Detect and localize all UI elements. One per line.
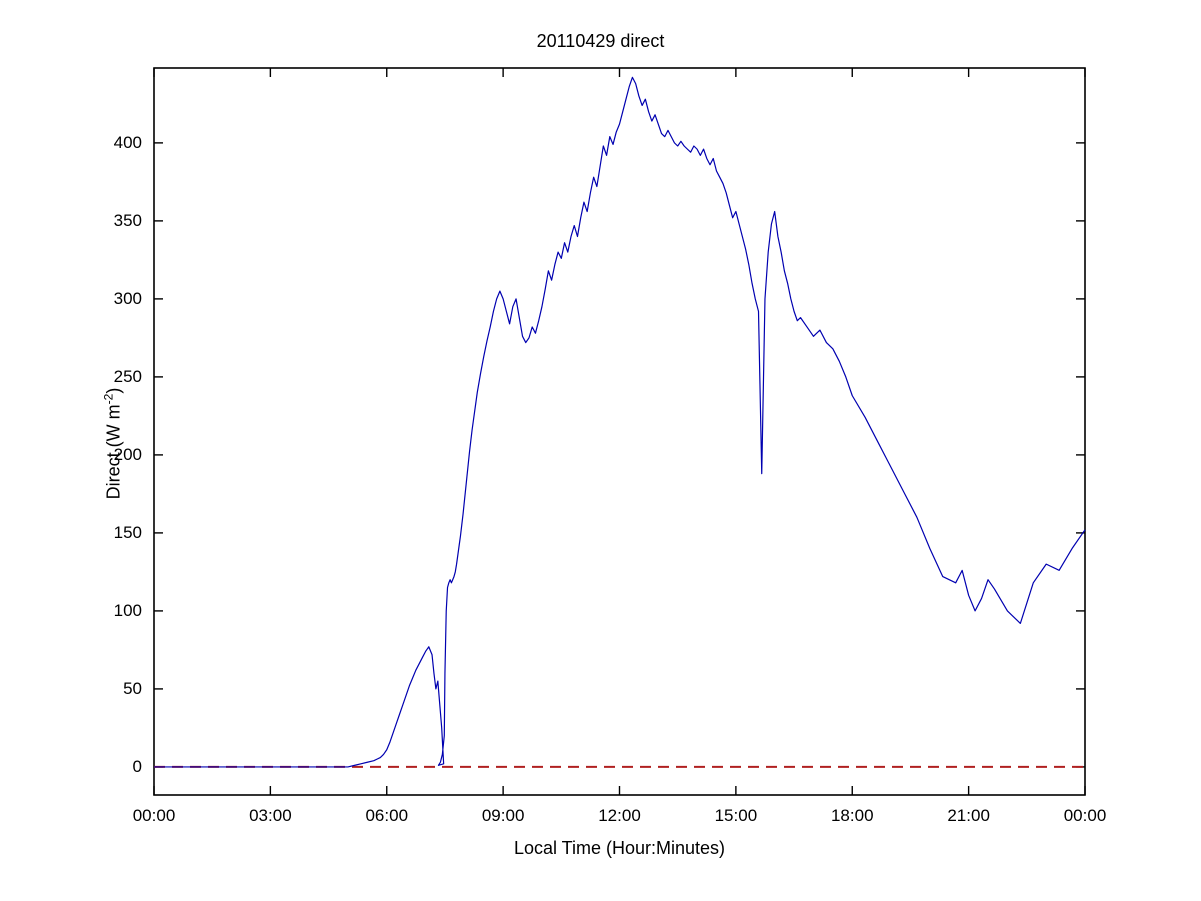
y-tick-label-3: 150 bbox=[113, 522, 142, 542]
x-tick-label-4: 12:00 bbox=[598, 806, 641, 825]
x-tick-label-3: 09:00 bbox=[481, 806, 525, 825]
x-tick-label-1: 03:00 bbox=[249, 806, 292, 825]
x-tick-label-0: 00:00 bbox=[132, 806, 176, 825]
y-axis-label-tail: ) bbox=[103, 387, 124, 394]
y-tick-label-4: 200 bbox=[113, 444, 142, 464]
y-tick-label-6: 300 bbox=[113, 288, 142, 308]
y-tick-label-2: 100 bbox=[113, 600, 142, 620]
y-axis-label-exponent: -2 bbox=[101, 393, 116, 405]
x-axis-label: Local Time (Hour:Minutes) bbox=[513, 838, 726, 858]
axes-box bbox=[153, 67, 1086, 796]
axis-ticks bbox=[153, 68, 1086, 795]
data-series-layer bbox=[154, 76, 1086, 768]
y-tick-label-0: 0 bbox=[132, 756, 142, 776]
x-tick-label-8: 00:00 bbox=[1063, 806, 1107, 825]
y-tick-label-8: 400 bbox=[113, 132, 142, 152]
x-tick-label-2: 06:00 bbox=[365, 806, 409, 825]
y-tick-label-7: 350 bbox=[113, 210, 142, 230]
y-tick-label-1: 50 bbox=[123, 678, 142, 698]
series-direct bbox=[154, 76, 1086, 768]
x-tick-label-6: 18:00 bbox=[830, 806, 874, 825]
axes-border bbox=[153, 67, 1086, 796]
x-tick-label-7: 21:00 bbox=[947, 806, 990, 825]
x-tick-label-5: 15:00 bbox=[714, 806, 758, 825]
page-title: 20110429 direct bbox=[536, 31, 665, 51]
y-tick-label-5: 250 bbox=[113, 366, 142, 386]
